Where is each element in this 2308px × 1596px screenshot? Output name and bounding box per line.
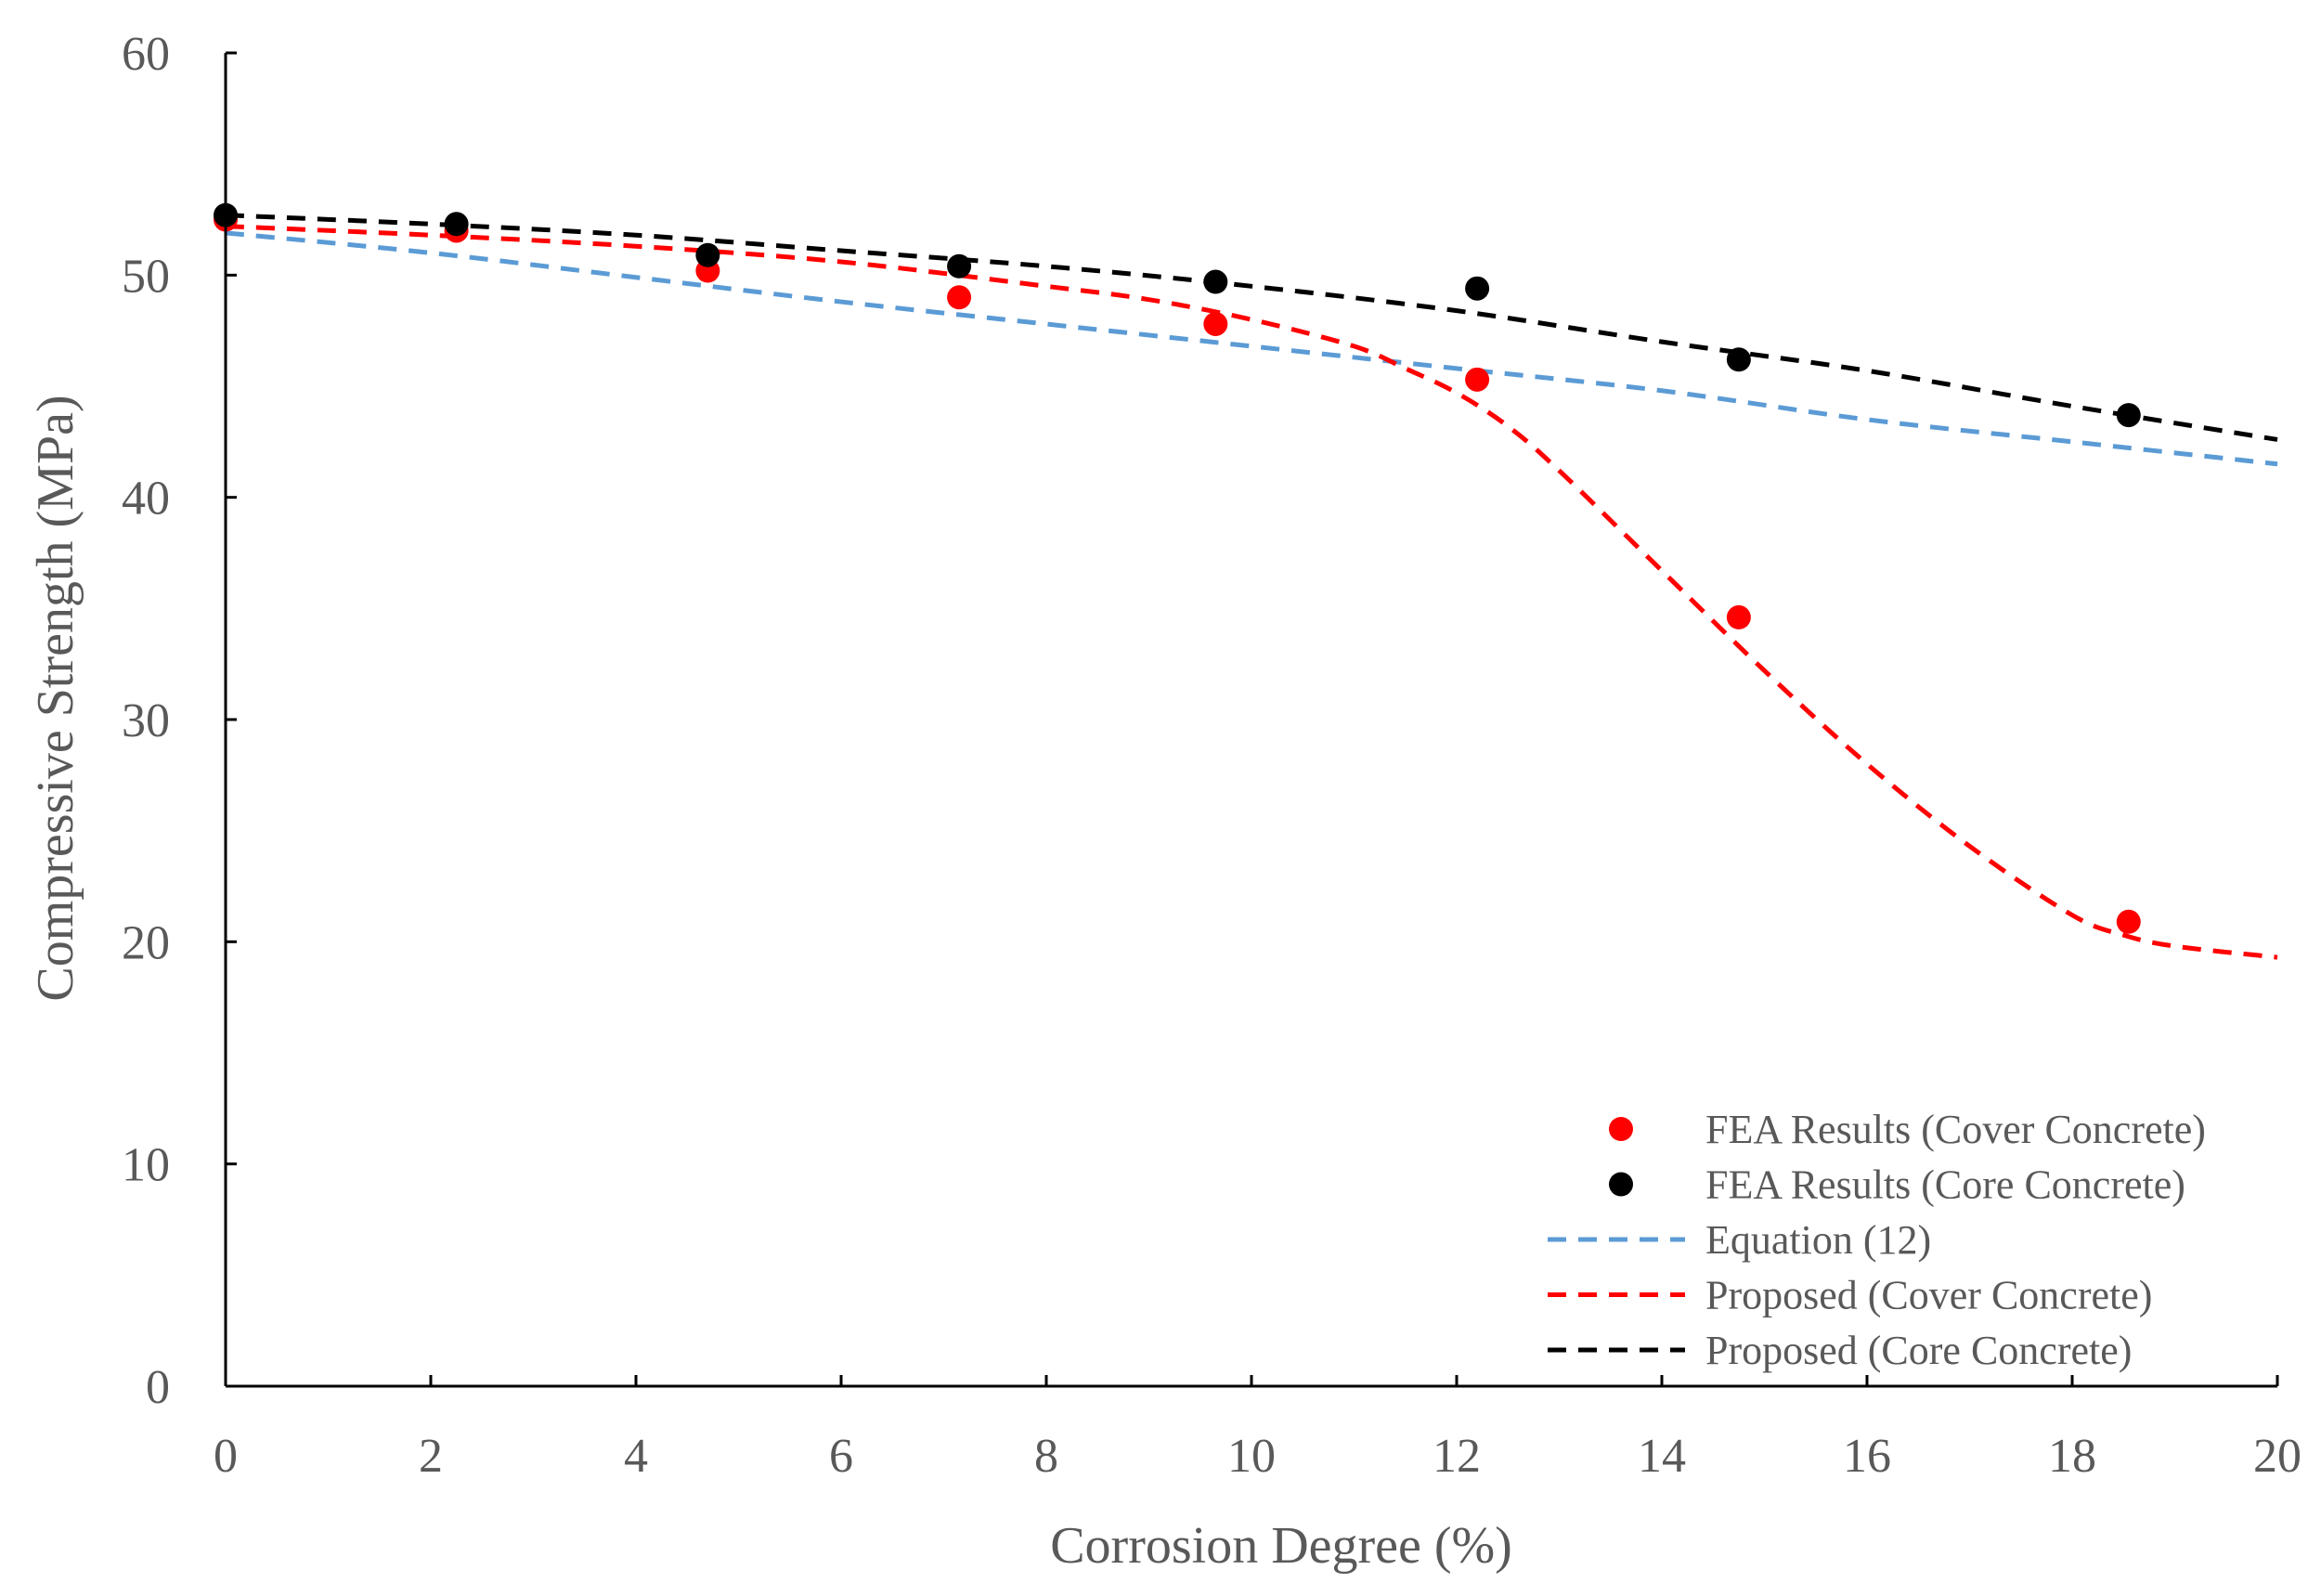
data-point-fea-results-cover-concrete [1465, 367, 1490, 392]
x-tick-label: 2 [419, 1430, 443, 1483]
data-point-fea-results-core-concrete [444, 212, 469, 237]
y-tick-label: 30 [122, 694, 170, 747]
y-tick-label: 50 [122, 250, 170, 303]
x-tick-label: 12 [1433, 1430, 1481, 1483]
legend: FEA Results (Cover Concrete) FEA Results … [1548, 1107, 2206, 1373]
y-tick-label: 10 [122, 1139, 170, 1192]
x-tick-label: 16 [1843, 1430, 1891, 1483]
series-line-equation-12 [225, 230, 2278, 467]
x-axis-title: Corrosion Degree (%) [1050, 1517, 1512, 1575]
data-point-fea-results-cover-concrete [1203, 311, 1228, 336]
x-tick-label: 0 [214, 1430, 238, 1483]
x-tick-label: 8 [1034, 1430, 1058, 1483]
x-tick-label: 18 [2048, 1430, 2096, 1483]
y-tick-label: 40 [122, 473, 170, 526]
x-tick-label: 20 [2253, 1430, 2302, 1483]
y-tick-labels: 0 10 20 30 40 50 60 [122, 28, 170, 1414]
y-tick-label: 20 [122, 916, 170, 969]
legend-symbol-fea-results-core-concrete [1609, 1172, 1633, 1197]
data-point-fea-results-core-concrete [695, 242, 720, 267]
x-tick-label: 4 [624, 1430, 648, 1483]
legend-label-fea-results-cover-concrete: FEA Results (Cover Concrete) [1705, 1107, 2206, 1152]
data-point-fea-results-core-concrete [947, 253, 972, 279]
data-point-fea-results-core-concrete [1465, 276, 1490, 301]
data-point-fea-results-cover-concrete [947, 285, 972, 310]
x-tick-label: 6 [829, 1430, 853, 1483]
legend-symbol-fea-results-cover-concrete [1609, 1117, 1633, 1141]
x-tick-label: 10 [1227, 1430, 1276, 1483]
legend-label-proposed-cover-concrete: Proposed (Cover Concrete) [1705, 1273, 2152, 1318]
data-point-fea-results-cover-concrete [1726, 604, 1751, 629]
data-point-fea-results-core-concrete [1203, 269, 1228, 294]
axes [224, 51, 2279, 1388]
plot-points [214, 202, 2141, 934]
x-tick-label: 14 [1638, 1430, 1686, 1483]
data-point-fea-results-cover-concrete [2116, 909, 2141, 934]
legend-label-proposed-core-concrete: Proposed (Core Concrete) [1705, 1328, 2132, 1373]
data-point-fea-results-core-concrete [2116, 403, 2141, 428]
legend-label-fea-results-core-concrete: FEA Results (Core Concrete) [1705, 1162, 2185, 1208]
x-tick-labels: 0 2 4 6 8 10 12 14 16 18 20 [214, 1430, 2302, 1483]
series-line-proposed-core-concrete [225, 213, 2278, 442]
data-point-fea-results-core-concrete [1726, 347, 1751, 372]
y-tick-label: 0 [146, 1361, 170, 1414]
plot-lines [225, 213, 2278, 960]
legend-label-equation-12: Equation (12) [1705, 1217, 1931, 1263]
y-axis-title: Compressive Strength (MPa) [27, 395, 84, 1001]
y-tick-label: 60 [122, 28, 170, 81]
series-line-proposed-cover-concrete [225, 224, 2278, 960]
